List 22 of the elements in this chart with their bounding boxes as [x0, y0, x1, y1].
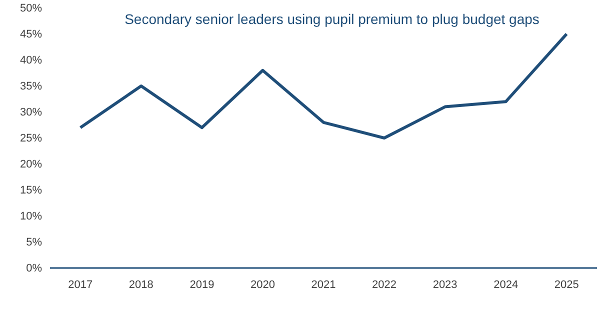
y-tick-label: 20% — [20, 158, 42, 171]
y-tick-label: 25% — [20, 132, 42, 145]
x-tick-label: 2022 — [372, 278, 397, 291]
x-tick-label: 2024 — [494, 278, 518, 291]
x-tick-label: 2023 — [432, 278, 458, 291]
y-tick-label: 5% — [26, 236, 42, 249]
y-tick-label: 0% — [26, 262, 42, 275]
y-tick-label: 40% — [20, 54, 42, 67]
x-tick-label: 2025 — [554, 278, 579, 291]
y-tick-label: 35% — [20, 80, 42, 93]
x-tick-label: 2021 — [311, 278, 336, 291]
chart-title: Secondary senior leaders using pupil premium to plug budget gaps — [124, 11, 540, 27]
x-tick-label: 2018 — [128, 278, 154, 291]
y-tick-label: 45% — [20, 28, 42, 41]
y-tick-label: 15% — [20, 184, 42, 197]
y-tick-label: 50% — [20, 2, 42, 15]
x-tick-label: 2019 — [190, 278, 214, 291]
line-series — [78, 32, 568, 140]
y-tick-label: 10% — [20, 210, 42, 223]
x-tick-label: 2017 — [68, 278, 93, 291]
x-tick-label: 2020 — [250, 278, 275, 291]
y-tick-label: 30% — [20, 106, 42, 119]
